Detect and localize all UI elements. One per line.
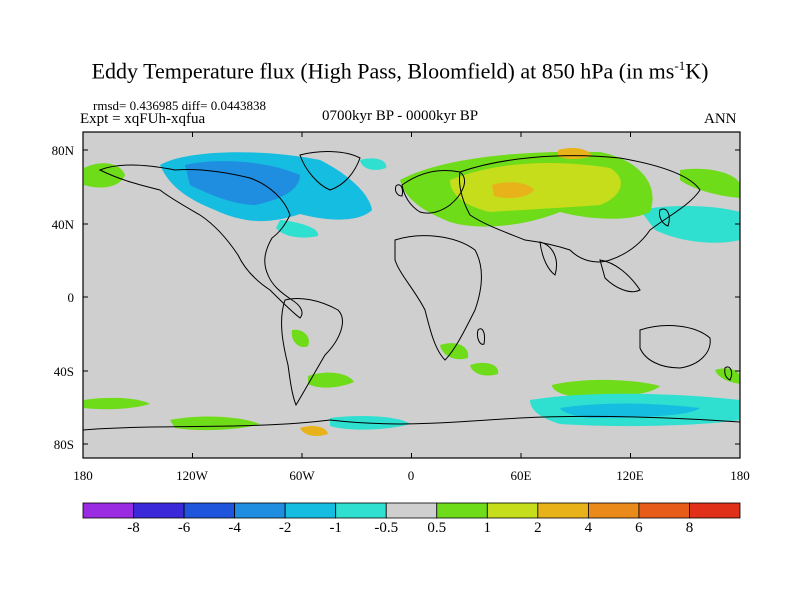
anomaly-green-southern-ocean (552, 379, 660, 397)
coastlines (83, 151, 740, 431)
lon-tick-0: 0 (407, 468, 415, 483)
lon-tick-60w: 60W (289, 468, 315, 483)
anomaly-cyan-north-pacific (640, 206, 740, 243)
coast-europe (401, 170, 465, 214)
colorbar-swatch (183, 502, 236, 519)
colorbar-label: 1 (483, 520, 492, 536)
anomaly-green-southern-africa (440, 343, 469, 360)
lon-tick-180e: 180 (730, 468, 750, 483)
colorbar-swatch (587, 502, 640, 519)
coast-uk (395, 184, 403, 197)
colorbar-swatch (638, 502, 690, 519)
colorbar-swatch (537, 502, 589, 519)
colorbar-swatch (82, 502, 134, 519)
lat-tick-80n: 80N (51, 143, 74, 158)
coast-india (539, 241, 557, 276)
anomaly-blue-antarctic-indian (560, 403, 700, 418)
coast-madagascar (477, 328, 485, 345)
axis-ticks (82, 132, 741, 458)
colorbar-swatch (133, 502, 185, 519)
lon-tick-180w: 180 (73, 468, 93, 483)
lat-tick-equator: 0 (67, 290, 75, 305)
colorbar-swatch (689, 502, 741, 519)
anomaly-green-pacific-ne (680, 168, 740, 198)
colorbar-label: 2 (534, 520, 542, 536)
lon-tick-60e: 60E (510, 468, 532, 483)
coast-japan (659, 208, 670, 227)
coast-new-zealand (724, 366, 733, 381)
coast-antarctica (83, 415, 740, 431)
colorbar-label: 8 (685, 520, 694, 536)
colorbar-label: -8 (127, 520, 140, 536)
map-title: Eddy Temperature flux (High Pass, Bloomf… (91, 58, 709, 84)
coast-africa (394, 235, 482, 361)
coast-asia (459, 155, 701, 263)
colorbar-swatch (385, 502, 438, 519)
colorbar-label: 6 (635, 520, 643, 536)
colorbar-swatch (234, 502, 286, 519)
coast-south-america (281, 297, 343, 407)
colorbar-swatch (284, 502, 337, 519)
anomaly-blue-canada-core (185, 161, 300, 205)
anomaly-yellow-eurasia (450, 163, 621, 212)
colorbar-label: 0.5 (427, 520, 447, 536)
lat-tick-40s: 40S (53, 364, 74, 379)
coast-southeast-asia (599, 259, 641, 293)
anomaly-blue-atlantic (276, 220, 319, 238)
colorbar-swatch (335, 502, 387, 519)
experiment-label: Expt = xqFUh-xqfua (80, 111, 206, 127)
coast-australia (639, 325, 711, 369)
colorbar-label: -4 (228, 520, 241, 536)
period-label: 0700kyr BP - 0000kyr BP (322, 108, 479, 124)
anomaly-blue-north-atlantic (360, 158, 387, 170)
colorbar-label: -6 (177, 520, 191, 536)
lat-tick-40n: 40N (51, 217, 74, 232)
colorbar-label: -1 (329, 520, 342, 536)
anomaly-green-sw-pacific (715, 368, 740, 384)
colorbar-swatch (436, 502, 488, 519)
anomaly-yellow-antarctic-peninsula (300, 426, 328, 436)
anomaly-orange-eurasia (492, 182, 534, 198)
coast-greenland (299, 151, 361, 191)
anomaly-green-south-america (291, 329, 309, 348)
season-label: ANN (704, 111, 737, 127)
lat-tick-80s: 80S (53, 437, 74, 452)
anomaly-green-antarctic-pacific (84, 397, 150, 410)
anomaly-green-indian-ocean (470, 362, 499, 376)
colorbar-label: -2 (278, 520, 292, 536)
anomaly-green-south-atlantic (308, 372, 354, 388)
coast-north-america (98, 164, 303, 319)
anomaly-green-alaska (84, 163, 125, 188)
colorbar-label: 4 (584, 520, 593, 536)
colorbar (82, 502, 741, 519)
lon-tick-120e: 120E (616, 468, 644, 483)
stats-label: rmsd= 0.436985 diff= 0.0443838 (93, 98, 266, 113)
lon-tick-120w: 120W (176, 468, 208, 483)
colorbar-label: -0.5 (374, 520, 399, 536)
colorbar-swatch (486, 502, 539, 519)
